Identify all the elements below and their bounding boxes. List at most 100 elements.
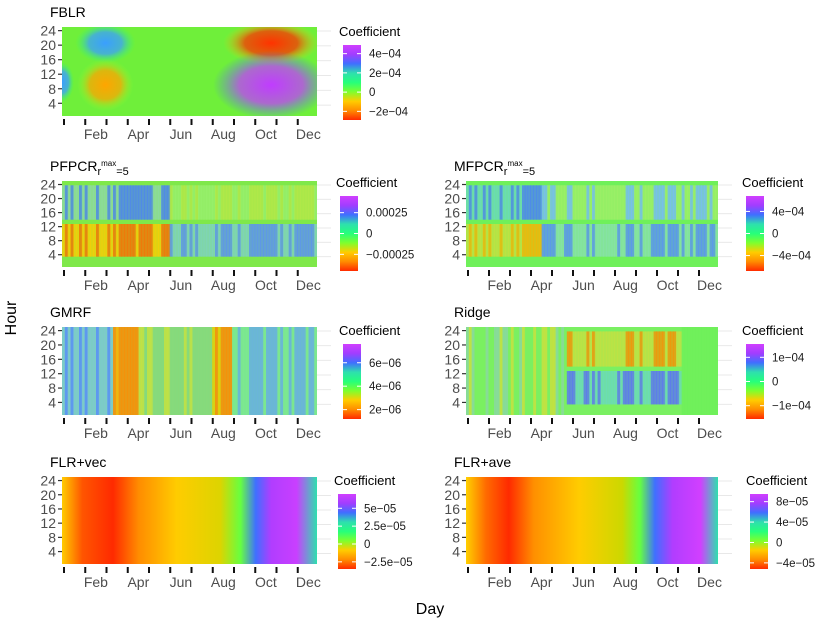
x-tick-label: Dec bbox=[296, 277, 321, 293]
y-tick-label: 4 bbox=[452, 544, 460, 560]
x-tick-label: Apr bbox=[531, 574, 553, 590]
x-tick-label: Dec bbox=[697, 277, 722, 293]
legend-label: 5e−05 bbox=[364, 503, 396, 515]
x-tick-label: Dec bbox=[697, 574, 722, 590]
legend-label: −4e−04 bbox=[772, 251, 812, 263]
y-tick-label: 8 bbox=[48, 529, 56, 545]
x-tick-label: Oct bbox=[255, 277, 277, 293]
y-tick-label: 24 bbox=[40, 177, 56, 193]
y-tick-label: 20 bbox=[40, 191, 56, 207]
panel-title: FBLR bbox=[50, 4, 86, 20]
y-tick-label: 8 bbox=[452, 233, 460, 249]
x-tick-label: Feb bbox=[487, 425, 511, 441]
x-tick-label: Apr bbox=[531, 425, 553, 441]
heatmap-cells bbox=[62, 327, 317, 415]
x-tick-label: Jun bbox=[170, 574, 193, 590]
y-tick-label: 8 bbox=[452, 529, 460, 545]
x-axis-title: Day bbox=[416, 601, 444, 618]
legend-label: 6e−06 bbox=[369, 358, 401, 370]
x-tick-label: Oct bbox=[255, 425, 277, 441]
x-tick-label: Dec bbox=[697, 425, 722, 441]
legend-title: Coefficient bbox=[742, 175, 804, 190]
y-tick-label: 20 bbox=[40, 37, 56, 53]
heatmap-cells bbox=[62, 27, 317, 116]
legend-title: Coefficient bbox=[339, 24, 401, 39]
legend-label: 2.5e−05 bbox=[364, 521, 406, 533]
x-tick-label: Oct bbox=[255, 126, 277, 142]
y-tick-label: 12 bbox=[444, 219, 460, 235]
x-tick-label: Jun bbox=[572, 574, 595, 590]
x-tick-label: Oct bbox=[657, 574, 679, 590]
y-tick-label: 12 bbox=[40, 366, 56, 382]
y-tick-label: 16 bbox=[40, 205, 56, 221]
legend-colorbar bbox=[746, 196, 764, 271]
legend-colorbar bbox=[343, 344, 361, 419]
y-tick-label: 12 bbox=[40, 66, 56, 82]
heatmap-cells bbox=[466, 477, 718, 564]
y-tick-label: 16 bbox=[40, 501, 56, 517]
y-tick-label: 24 bbox=[444, 177, 460, 193]
legend-label: 1e−04 bbox=[772, 352, 805, 364]
y-tick-label: 8 bbox=[452, 380, 460, 396]
legend-label: 8e−05 bbox=[776, 497, 808, 509]
x-tick-label: Jun bbox=[170, 425, 193, 441]
y-tick-label: 4 bbox=[48, 544, 56, 560]
x-tick-label: Oct bbox=[657, 277, 679, 293]
legend-label: 4e−06 bbox=[369, 381, 401, 393]
heatmap-cells bbox=[62, 477, 317, 564]
legend-title: Coefficient bbox=[334, 473, 396, 488]
y-tick-label: 12 bbox=[40, 515, 56, 531]
legend-label: 0 bbox=[366, 229, 372, 241]
legend-colorbar bbox=[343, 45, 361, 120]
panel-title: GMRF bbox=[50, 304, 91, 320]
y-tick-label: 8 bbox=[48, 233, 56, 249]
legend-label: 0 bbox=[364, 539, 370, 551]
legend-label: 4e−04 bbox=[369, 49, 402, 61]
y-tick-label: 20 bbox=[444, 191, 460, 207]
y-tick-label: 4 bbox=[48, 394, 56, 410]
panel-title: MFPCRrmax=5 bbox=[454, 158, 535, 178]
x-tick-label: Aug bbox=[211, 425, 236, 441]
x-tick-label: Apr bbox=[127, 126, 149, 142]
x-tick-label: Aug bbox=[613, 425, 638, 441]
x-tick-label: Oct bbox=[657, 425, 679, 441]
y-tick-label: 16 bbox=[444, 501, 460, 517]
y-tick-label: 20 bbox=[40, 487, 56, 503]
legend-label: −4e−05 bbox=[776, 558, 815, 570]
y-tick-label: 12 bbox=[444, 366, 460, 382]
legend-label: 4e−05 bbox=[776, 517, 808, 529]
panel-title: PFPCRrmax=5 bbox=[50, 158, 129, 178]
legend-label: 2e−04 bbox=[369, 68, 402, 80]
panel-title-tail: =5 bbox=[523, 166, 536, 178]
legend-label: 0 bbox=[772, 229, 778, 241]
y-tick-label: 24 bbox=[40, 323, 56, 339]
panel-title: FLR+vec bbox=[50, 454, 106, 470]
legend-title: Coefficient bbox=[746, 473, 808, 488]
legend-label: −0.00025 bbox=[366, 249, 414, 261]
x-tick-label: Jun bbox=[572, 277, 595, 293]
x-tick-label: Jun bbox=[170, 126, 193, 142]
x-tick-label: Oct bbox=[255, 574, 277, 590]
x-tick-label: Aug bbox=[613, 277, 638, 293]
legend-colorbar bbox=[340, 196, 358, 271]
legend-title: Coefficient bbox=[339, 323, 401, 338]
x-tick-label: Apr bbox=[127, 574, 149, 590]
panel-title-sub: r bbox=[97, 166, 101, 178]
x-tick-label: Aug bbox=[211, 277, 236, 293]
x-tick-label: Aug bbox=[211, 126, 236, 142]
y-tick-label: 24 bbox=[40, 473, 56, 489]
x-tick-label: Dec bbox=[296, 574, 321, 590]
legend-label: 4e−04 bbox=[772, 206, 805, 218]
y-tick-label: 20 bbox=[444, 487, 460, 503]
x-tick-label: Apr bbox=[127, 425, 149, 441]
y-tick-label: 20 bbox=[40, 337, 56, 353]
legend-label: −2e−04 bbox=[369, 106, 409, 118]
y-tick-label: 4 bbox=[48, 247, 56, 263]
